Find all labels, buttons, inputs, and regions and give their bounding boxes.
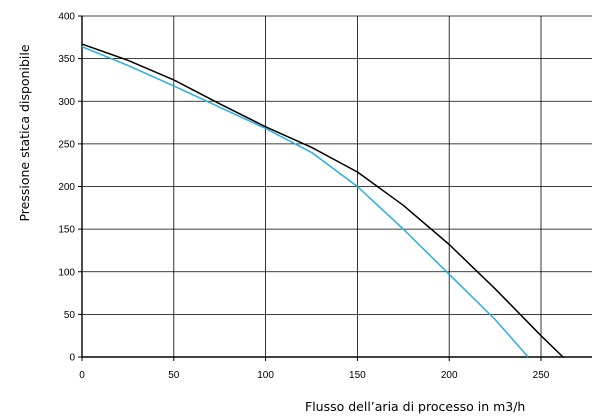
y-tick-label: 200 — [58, 182, 75, 193]
y-tick-labels: 0 50 100 150 200 250 300 350 400 — [58, 12, 75, 364]
y-tick-label: 250 — [58, 139, 75, 150]
series-line-1 — [81, 43, 564, 358]
x-tick-label: 250 — [533, 370, 550, 381]
x-tick-label: 50 — [168, 370, 180, 381]
x-tick-labels: 0 50 100 150 200 250 — [79, 370, 550, 381]
y-tick-label: 400 — [58, 12, 75, 23]
y-tick-label: 300 — [58, 97, 75, 108]
x-tick-label: 100 — [257, 370, 274, 381]
y-axis-label: Pressione statica disponibile — [17, 44, 32, 221]
x-tick-label: 0 — [79, 370, 85, 381]
y-tick-label: 100 — [58, 267, 75, 278]
series-lines — [81, 43, 564, 358]
y-tick-label: 50 — [64, 310, 76, 321]
x-axis-label: Flusso dell’aria di processo in m3/h — [305, 399, 525, 414]
x-tick-label: 200 — [441, 370, 458, 381]
grid — [82, 15, 592, 357]
x-tick-label: 150 — [349, 370, 366, 381]
axes — [78, 15, 592, 361]
y-tick-label: 350 — [58, 54, 75, 65]
y-tick-label: 0 — [69, 353, 75, 364]
series-line-2 — [81, 46, 529, 358]
y-tick-label: 150 — [58, 225, 75, 236]
